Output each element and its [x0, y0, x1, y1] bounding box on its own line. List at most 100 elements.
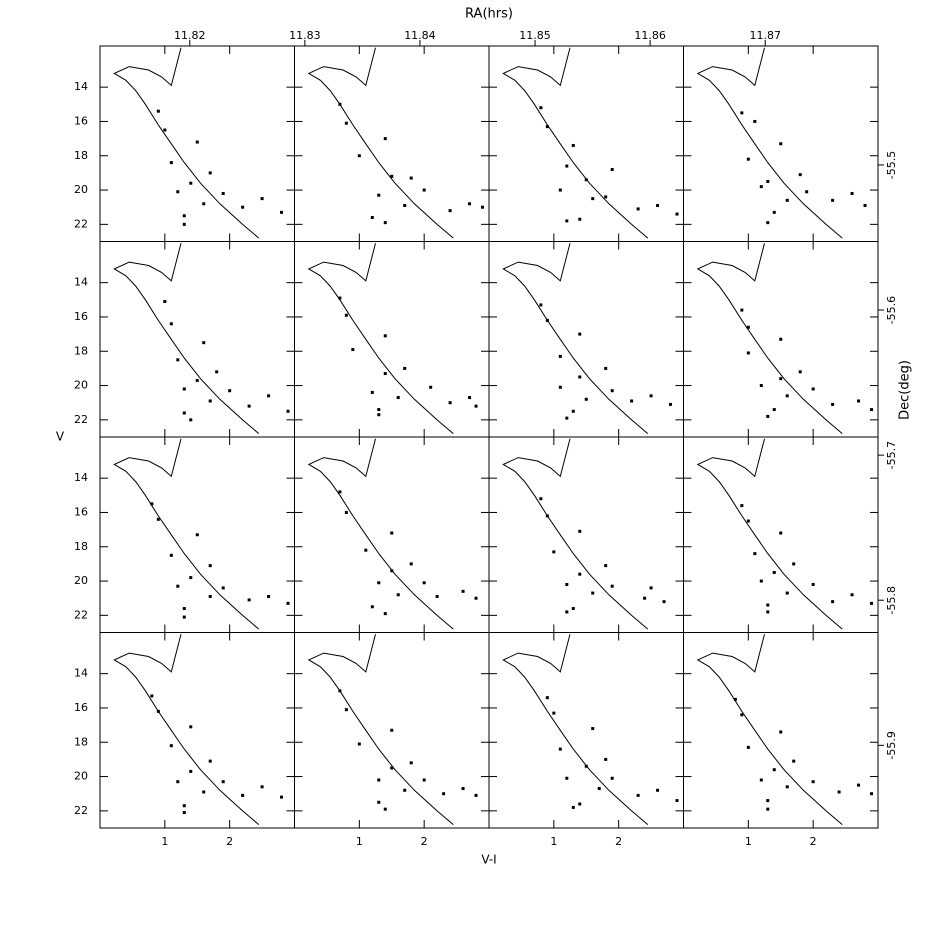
star-point [578, 802, 582, 806]
star-point [785, 785, 789, 789]
panel-frame [488, 241, 684, 438]
top-tick-label: 11.84 [404, 29, 436, 42]
star-point [805, 190, 809, 194]
star-point [403, 366, 407, 370]
star-point [176, 190, 180, 194]
star-point [189, 769, 193, 773]
star-point [481, 205, 485, 209]
star-point [344, 510, 348, 514]
star-point [169, 553, 173, 557]
star-point [383, 334, 387, 338]
star-point [195, 378, 199, 382]
star-point [785, 198, 789, 202]
star-point [766, 807, 770, 811]
star-point [870, 601, 874, 605]
star-point [163, 128, 167, 132]
star-point [150, 694, 154, 698]
x-tick-label: 2 [615, 835, 622, 848]
star-point [409, 761, 413, 765]
isochrone [502, 47, 649, 239]
star-point [364, 548, 368, 552]
y-tick-label: 18 [74, 344, 88, 357]
star-point [338, 102, 342, 106]
star-point [591, 727, 595, 731]
star-point [870, 792, 874, 796]
star-point [260, 197, 264, 201]
right-tick-label: -55.9 [885, 731, 898, 759]
y-tick-label: 14 [74, 80, 88, 93]
panel-frame [488, 436, 684, 633]
star-point [811, 780, 815, 784]
panel-frame [683, 436, 879, 633]
panel-frame [99, 632, 295, 829]
star-point [772, 570, 776, 574]
star-point [182, 811, 186, 815]
star-point [267, 594, 271, 598]
panel-frame [294, 45, 490, 242]
star-point [610, 389, 614, 393]
star-point [176, 780, 180, 784]
star-point [202, 790, 206, 794]
star-point [344, 121, 348, 125]
star-point [857, 783, 861, 787]
star-point [370, 215, 374, 219]
star-point [565, 219, 569, 223]
star-point [169, 744, 173, 748]
star-point [182, 615, 186, 619]
star-point [383, 137, 387, 141]
panel-frame [99, 241, 295, 438]
star-point [545, 318, 549, 322]
star-point [746, 351, 750, 355]
star-point [578, 529, 582, 533]
star-point [195, 533, 199, 537]
star-point [189, 418, 193, 422]
star-point [344, 313, 348, 317]
y-tick-label: 14 [74, 667, 88, 680]
star-point [377, 408, 381, 412]
star-point [798, 173, 802, 177]
star-point [156, 109, 160, 113]
star-point [208, 399, 212, 403]
star-point [610, 584, 614, 588]
isochrone [113, 243, 260, 434]
star-point [403, 788, 407, 792]
star-point [221, 586, 225, 590]
star-point [267, 394, 271, 398]
star-point [383, 612, 387, 616]
star-point [461, 787, 465, 791]
star-point [558, 385, 562, 389]
y-tick-label: 14 [74, 471, 88, 484]
star-point [182, 411, 186, 415]
star-point [468, 396, 472, 400]
y-tick-label: 18 [74, 149, 88, 162]
star-point [636, 793, 640, 797]
panel-frame [294, 436, 490, 633]
star-point [286, 409, 290, 413]
star-point [597, 787, 601, 791]
y-tick-label: 18 [74, 735, 88, 748]
star-point [740, 308, 744, 312]
star-point [779, 337, 783, 341]
star-point [766, 610, 770, 614]
star-point [850, 191, 854, 195]
star-point [357, 742, 361, 746]
star-point [656, 203, 660, 207]
y-tick-label: 22 [74, 413, 88, 426]
star-point [241, 793, 245, 797]
star-point [383, 221, 387, 225]
star-point [208, 594, 212, 598]
star-point [545, 125, 549, 129]
star-point [850, 593, 854, 597]
star-point [591, 591, 595, 595]
isochrone [696, 438, 843, 630]
star-point [396, 593, 400, 597]
star-point [870, 408, 874, 412]
top-tick-label: 11.85 [519, 29, 551, 42]
top-tick-label: 11.83 [289, 29, 321, 42]
star-point [208, 171, 212, 175]
star-point [733, 697, 737, 701]
isochrone [696, 47, 843, 239]
star-point [578, 217, 582, 221]
star-point [565, 776, 569, 780]
star-point [370, 390, 374, 394]
